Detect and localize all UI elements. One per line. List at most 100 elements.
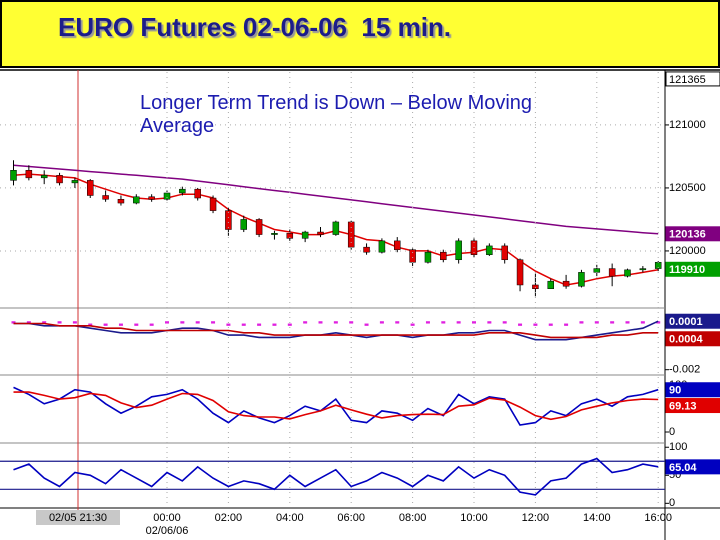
histogram-bar [11,321,16,324]
x-tick-label: 10:00 [460,512,488,524]
y-tick-label: 0 [669,497,675,509]
histogram-bar [149,323,154,326]
histogram-bar [272,323,277,326]
y-tick-label: 120000 [669,245,706,257]
candle-body [547,280,554,289]
candle-body [87,180,94,196]
candle-body [10,170,17,181]
y-tick-label: 0 [669,426,675,438]
candle-body [240,219,247,230]
histogram-bar [410,323,415,326]
histogram-bar [441,321,446,324]
value-box [665,313,720,329]
candle-body [209,197,217,211]
histogram-bar [379,321,384,324]
candle-body [255,219,263,235]
y-tick-label: 100 [669,441,687,453]
histogram-bar [226,323,231,326]
x-tick-label: 14:00 [583,512,611,524]
title-bar: EURO Futures 02-06-06 15 min. [0,0,720,68]
candle-body [40,175,48,179]
histogram-bar [318,321,323,324]
histogram-bar [487,321,492,324]
value-label: 65.04 [669,462,697,474]
value-box [665,71,720,87]
value-box [665,382,720,398]
x-tick-label: 04:00 [276,512,304,524]
candle-body [516,259,524,286]
indicator-line [13,386,659,426]
histogram-bar [456,321,461,324]
candle-body [486,245,493,255]
histogram-bar [395,321,400,324]
candle-body [286,233,294,239]
chart-title: EURO Futures 02-06-06 15 min. [58,12,452,42]
candle-body [271,233,278,235]
value-box [665,331,720,347]
moving-average [13,164,659,235]
value-label: 120136 [669,229,706,241]
candle-body [578,272,585,287]
candle-body [317,231,324,235]
histogram-bar [349,321,354,324]
candle-body [25,170,33,179]
value-label: 119910 [669,264,705,276]
x-tick-label: 12:00 [522,512,550,524]
candle-body [424,251,432,263]
y-tick-label: 121000 [669,119,706,131]
histogram-bar [165,321,169,324]
candle-body [562,280,570,287]
y-tick-label: 120500 [669,182,706,194]
value-box [665,459,720,475]
value-label: 0.0001 [669,316,703,328]
histogram-bar [42,321,47,324]
histogram-bar [333,321,338,324]
candle-body [133,196,140,204]
candle-body [194,188,201,199]
candle-body [102,195,109,200]
candle-body [225,210,232,230]
histogram-bar [518,323,523,326]
histogram-bar [625,321,630,324]
y-tick-label: -0.002 [669,364,700,376]
value-label: 0.0004 [669,334,704,346]
indicator-line [13,457,659,496]
histogram-bar [610,321,615,324]
histogram-bar [656,321,661,324]
crosshair-box [36,510,120,525]
candle-body [624,269,631,277]
histogram-bar [502,321,507,324]
candle-body [455,240,462,261]
histogram-bar [103,323,108,326]
histogram-bar [257,323,262,326]
histogram-bar [303,321,308,324]
date-label: 02/06/06 [146,525,189,537]
x-tick-label: 08:00 [399,512,427,524]
candle-body [501,245,508,261]
candle-body [117,199,125,204]
candle-body [532,284,539,289]
candle-body [409,249,416,263]
value-box [665,226,720,242]
value-box [665,398,720,414]
indicator-line [13,320,659,341]
histogram-bar [57,321,62,324]
histogram-bar [287,323,292,326]
candle-body [56,175,63,184]
candle-body [347,221,355,248]
histogram-bar [640,321,645,324]
candle-body [394,240,401,250]
histogram-bar [364,323,369,326]
candle-body [440,251,447,261]
candle-body [148,196,155,200]
histogram-bar [241,323,246,326]
histogram-bar [195,321,200,324]
histogram-bar [472,321,476,324]
x-tick-label: 00:00 [153,512,181,524]
candle-body [593,268,601,273]
candle-body [608,268,616,277]
histogram-bar [425,321,430,324]
histogram-bar [579,321,584,324]
crosshair-label: 02/05 21:30 [49,512,107,524]
